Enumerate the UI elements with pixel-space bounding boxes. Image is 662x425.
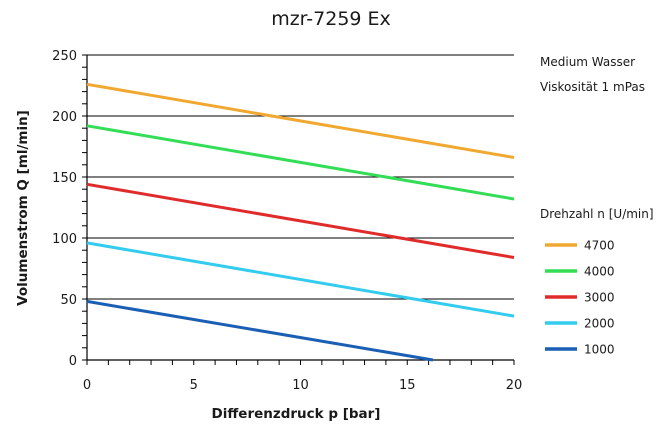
x-tick-label: 0 bbox=[83, 378, 91, 393]
legend: 4700 4000 3000 2000 1000 bbox=[545, 239, 615, 357]
series-line-1000 bbox=[86, 299, 434, 362]
x-tick-labels: 0 5 10 15 20 bbox=[83, 378, 522, 393]
grid-lines bbox=[87, 54, 514, 300]
axes bbox=[82, 54, 515, 365]
legend-label-3000: 3000 bbox=[584, 291, 615, 305]
series-line-4000 bbox=[86, 124, 515, 201]
y-tick-label: 50 bbox=[60, 293, 77, 308]
y-tick-label: 150 bbox=[52, 171, 77, 186]
chart-title: mzr-7259 Ex bbox=[271, 8, 391, 30]
legend-label-4700: 4700 bbox=[584, 239, 615, 253]
x-tick-label: 20 bbox=[506, 378, 523, 393]
y-tick-labels: 0 50 100 150 200 250 bbox=[52, 49, 77, 369]
y-tick-label: 0 bbox=[69, 354, 77, 369]
series-line-4700 bbox=[86, 82, 515, 159]
y-tick-label: 200 bbox=[52, 110, 77, 125]
series-line-2000 bbox=[86, 241, 515, 318]
x-axis-label: Differenzdruck p [bar] bbox=[212, 406, 381, 422]
series-line-3000 bbox=[86, 182, 515, 259]
y-axis-label: Volumenstrom Q [ml/min] bbox=[15, 110, 31, 306]
legend-label-4000: 4000 bbox=[584, 265, 615, 279]
y-tick-label: 100 bbox=[52, 232, 77, 247]
x-tick-label: 5 bbox=[190, 378, 198, 393]
legend-title: Drehzahl n [U/min] bbox=[540, 207, 654, 221]
x-tick-label: 10 bbox=[292, 378, 309, 393]
x-tick-label: 15 bbox=[399, 378, 416, 393]
series-lines bbox=[86, 82, 515, 362]
y-tick-label: 250 bbox=[52, 49, 77, 64]
legend-label-2000: 2000 bbox=[584, 317, 615, 331]
note-medium: Medium Wasser bbox=[540, 55, 635, 69]
note-viscosity: Viskosität 1 mPas bbox=[540, 80, 645, 94]
legend-label-1000: 1000 bbox=[584, 343, 615, 357]
